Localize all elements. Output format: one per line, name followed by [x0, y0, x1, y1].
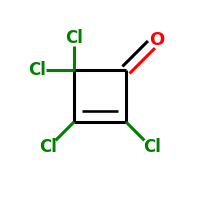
Text: Cl: Cl — [65, 29, 83, 47]
Text: Cl: Cl — [143, 138, 161, 156]
Text: O: O — [149, 31, 164, 49]
Text: Cl: Cl — [28, 61, 46, 79]
Text: Cl: Cl — [39, 138, 57, 156]
